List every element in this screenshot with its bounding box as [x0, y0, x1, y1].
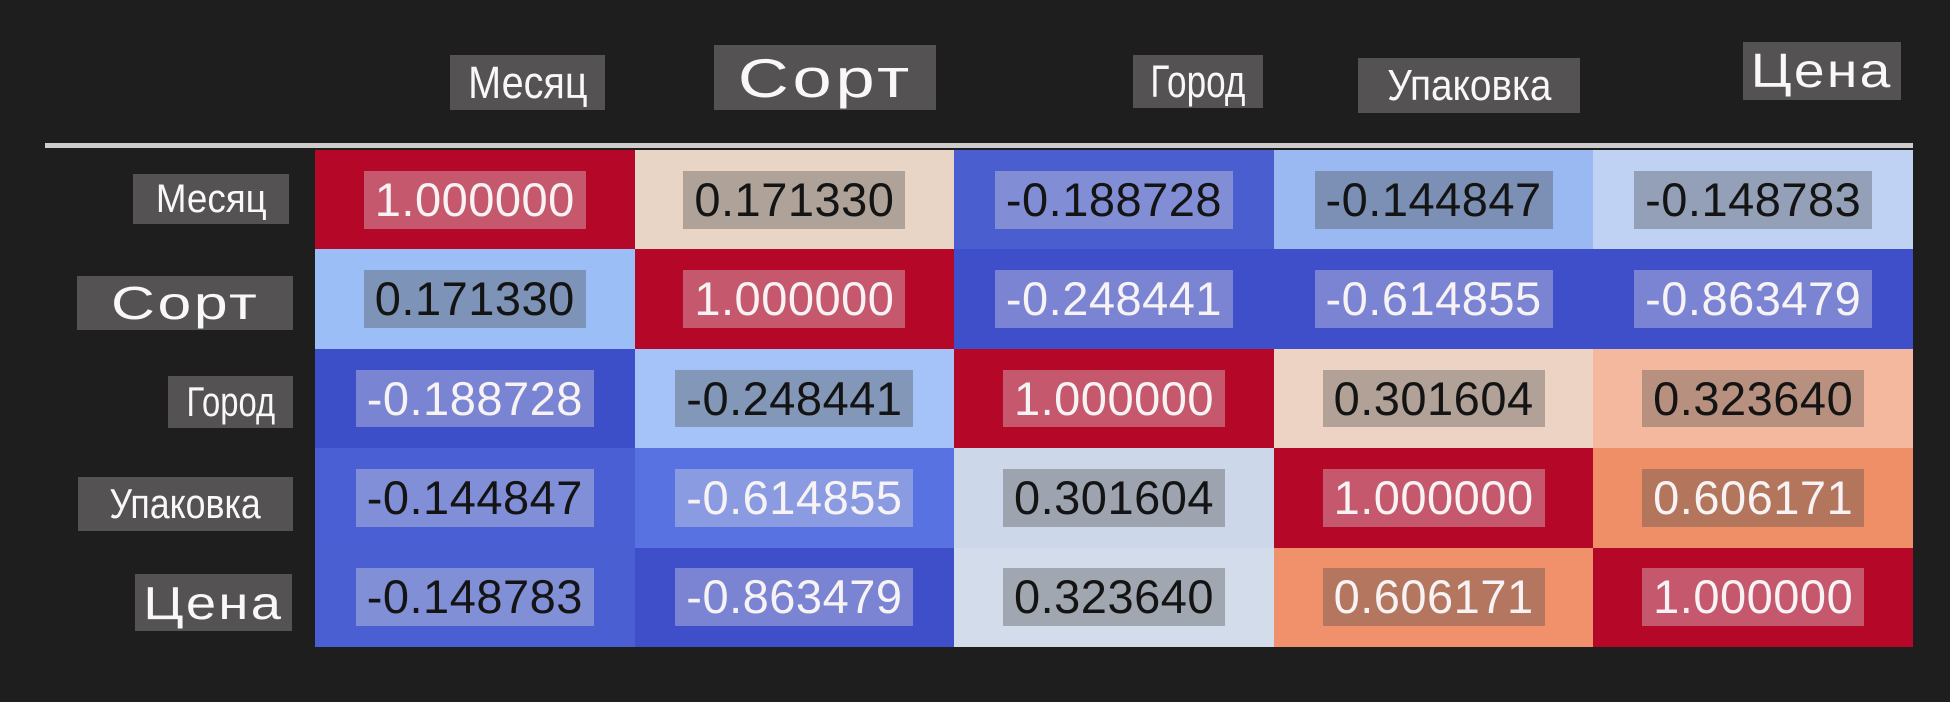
matrix-cell-3-3: 1.000000 [1273, 448, 1594, 548]
matrix-cell-4-2: 0.323640 [954, 547, 1274, 647]
matrix-cell-4-0: -0.148783 [315, 547, 635, 647]
column-header-mesyac: Месяц [450, 55, 605, 110]
cell-value: -0.148783 [1634, 170, 1873, 229]
cell-value: 0.171330 [363, 270, 586, 328]
matrix-cell-2-4: 0.323640 [1593, 348, 1913, 449]
cell-value: -0.614855 [675, 469, 914, 527]
cell-value: -0.248441 [675, 369, 914, 428]
cell-value: 1.000000 [1322, 469, 1545, 527]
cell-value: -0.144847 [355, 469, 594, 527]
row-label-cena: Цена [135, 574, 292, 631]
matrix-cell-2-1: -0.248441 [634, 348, 955, 449]
cell-value: 0.323640 [1002, 568, 1226, 627]
matrix-cell-1-0: 0.171330 [315, 249, 635, 349]
matrix-cell-0-4: -0.148783 [1593, 150, 1913, 250]
column-header-upakovka: Упаковка [1358, 58, 1580, 113]
column-header-label: Месяц [467, 56, 588, 108]
matrix-cell-1-2: -0.248441 [954, 249, 1274, 349]
cell-value: -0.188728 [994, 170, 1234, 229]
cell-value: 1.000000 [363, 170, 586, 229]
matrix-cell-1-1: 1.000000 [634, 249, 955, 349]
matrix-cell-4-3: 0.606171 [1273, 547, 1594, 647]
cell-value: 0.606171 [1322, 568, 1545, 627]
cell-value: -0.148783 [355, 568, 594, 627]
matrix-cell-1-4: -0.863479 [1593, 249, 1913, 349]
column-header-sort: Сорт [714, 45, 936, 110]
row-label-upakovka: Упаковка [78, 477, 293, 531]
matrix-cell-3-4: 0.606171 [1593, 448, 1913, 548]
cell-value: -0.248441 [994, 270, 1234, 328]
column-header-label: Сорт [737, 46, 913, 109]
row-label-text: Упаковка [109, 480, 262, 527]
header-divider [45, 143, 1913, 148]
cell-value: 0.171330 [683, 170, 906, 229]
row-label-text: Месяц [155, 176, 267, 221]
matrix-cell-3-2: 0.301604 [954, 448, 1274, 548]
cell-value: -0.863479 [675, 568, 914, 627]
cell-value: 1.000000 [683, 270, 906, 328]
heatmap-grid: 1.000000 0.171330 -0.188728 -0.144847 -0.148… [315, 150, 1913, 647]
cell-value: -0.863479 [1634, 270, 1873, 328]
cell-value: 0.606171 [1642, 469, 1865, 527]
cell-value: -0.144847 [1314, 170, 1553, 229]
row-label-sort: Сорт [77, 276, 293, 330]
cell-value: -0.188728 [355, 369, 594, 428]
cell-value: -0.614855 [1314, 270, 1553, 328]
row-label-gorod: Город [168, 376, 293, 428]
matrix-cell-2-0: -0.188728 [315, 348, 635, 449]
matrix-cell-4-1: -0.863479 [634, 547, 955, 647]
matrix-cell-1-3: -0.614855 [1273, 249, 1594, 349]
matrix-cell-2-2: 1.000000 [954, 348, 1274, 449]
column-header-gorod: Город [1133, 55, 1263, 108]
matrix-cell-0-2: -0.188728 [954, 150, 1274, 250]
matrix-cell-3-1: -0.614855 [634, 448, 955, 548]
matrix-cell-0-1: 0.171330 [634, 150, 955, 250]
cell-value: 1.000000 [1002, 369, 1226, 428]
row-label-text: Сорт [110, 277, 260, 329]
column-header-label: Упаковка [1386, 60, 1552, 110]
matrix-cell-2-3: 0.301604 [1273, 348, 1594, 449]
matrix-cell-0-0: 1.000000 [315, 150, 635, 250]
cell-value: 1.000000 [1642, 568, 1865, 627]
row-label-text: Цена [143, 576, 284, 629]
column-header-cena: Цена [1743, 42, 1901, 100]
cell-value: 0.301604 [1002, 469, 1226, 527]
column-header-label: Цена [1751, 44, 1893, 98]
cell-value: 0.301604 [1322, 369, 1545, 428]
cell-value: 0.323640 [1642, 369, 1865, 428]
column-header-label: Город [1150, 55, 1246, 107]
matrix-cell-3-0: -0.144847 [315, 448, 635, 548]
row-label-text: Город [186, 378, 275, 425]
matrix-cell-0-3: -0.144847 [1273, 150, 1594, 250]
row-label-mesyac: Месяц [133, 174, 289, 224]
matrix-cell-4-4: 1.000000 [1593, 547, 1913, 647]
